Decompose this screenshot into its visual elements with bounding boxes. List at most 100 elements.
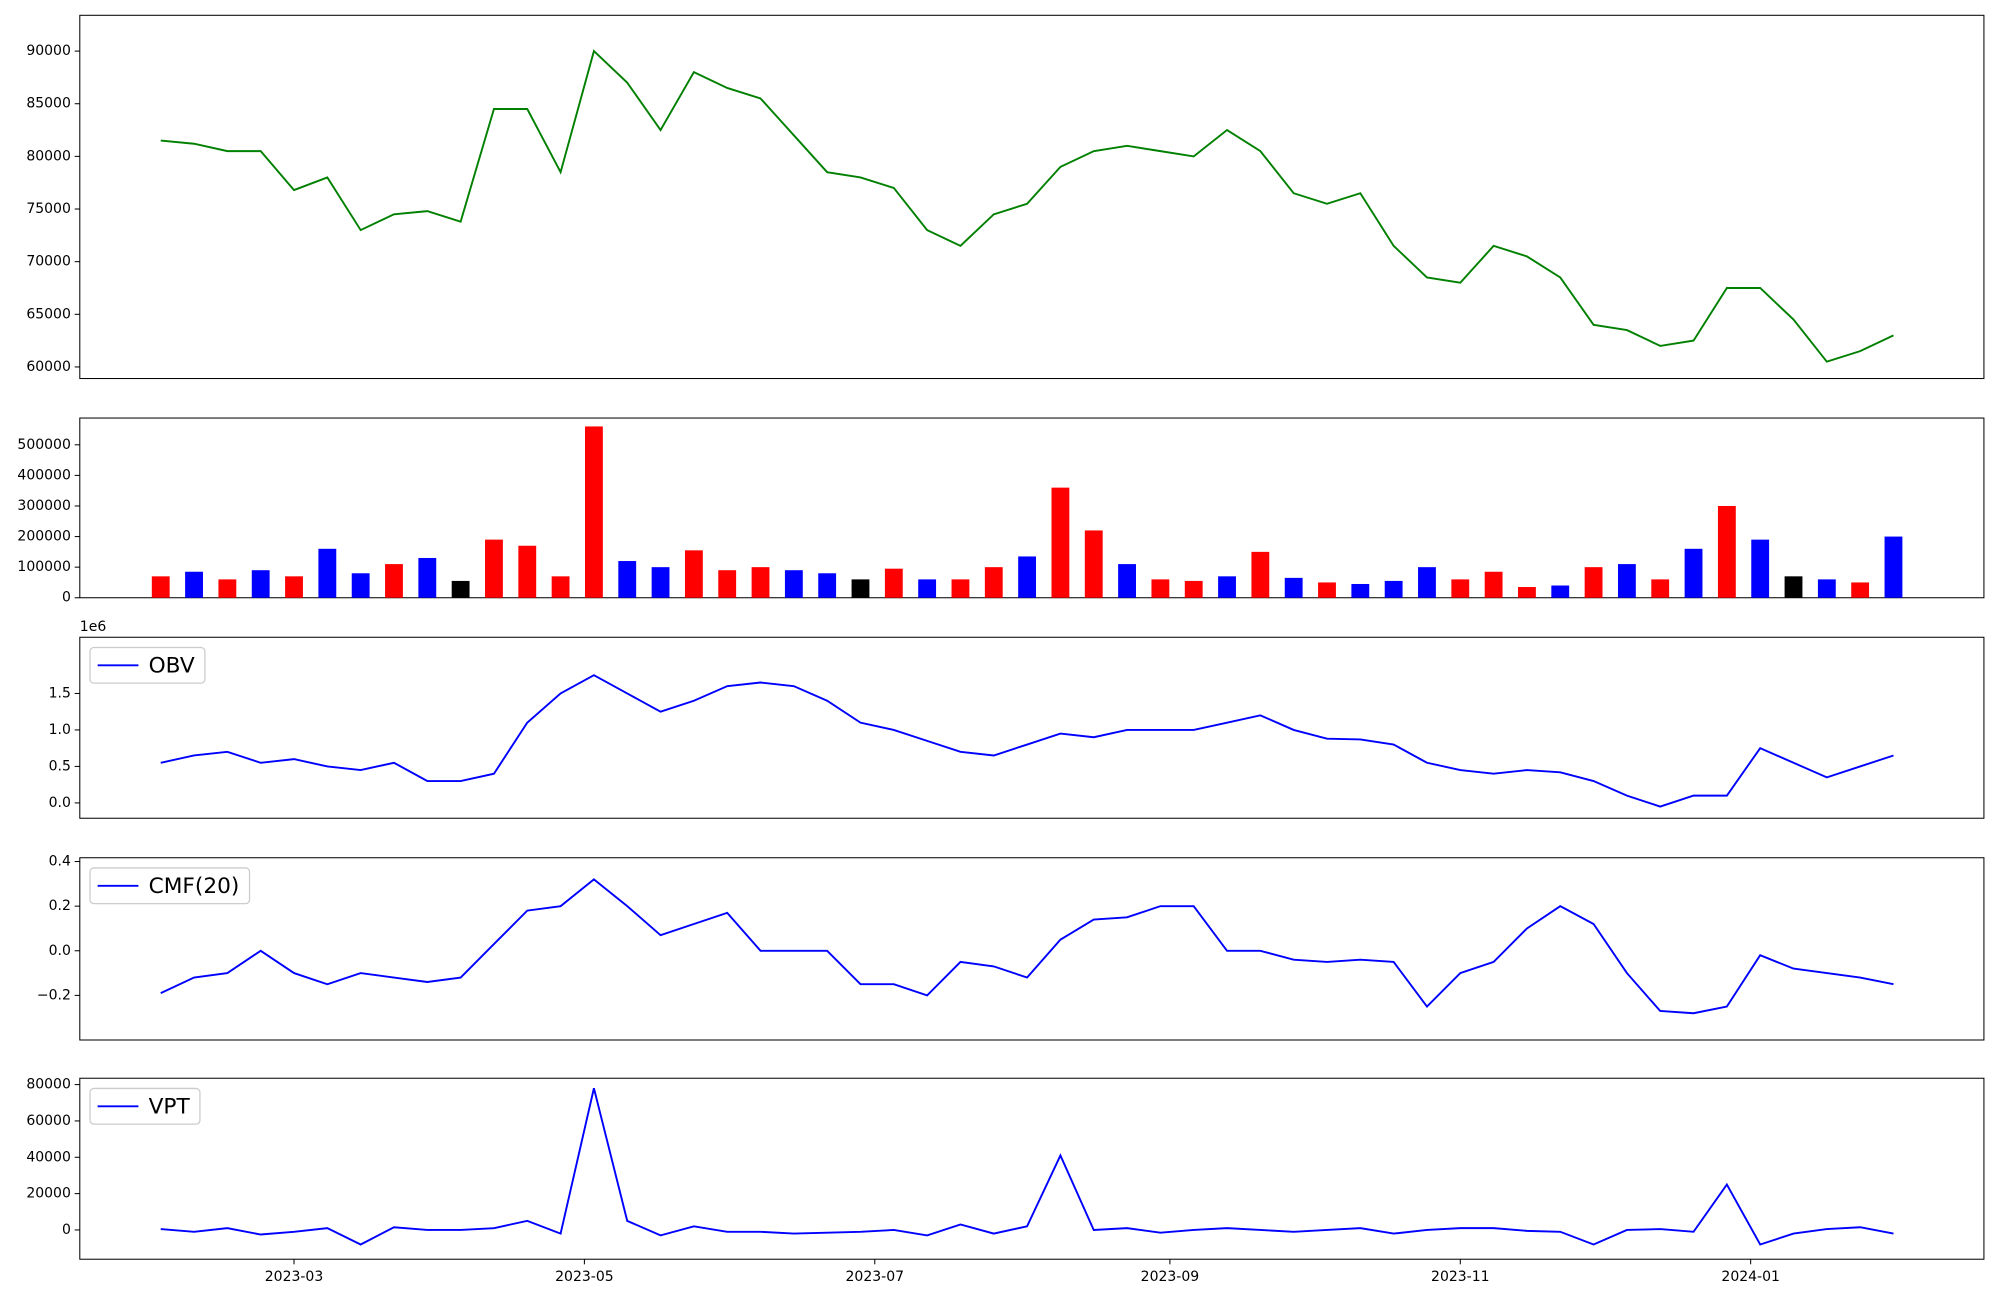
series-line — [160, 674, 1894, 808]
bar — [1084, 530, 1103, 598]
y-tick-label: 80000 — [26, 148, 71, 164]
y-tick-label: 60000 — [26, 1113, 71, 1129]
bar — [884, 568, 903, 598]
bar — [551, 576, 570, 598]
y-tick-label: 0 — [62, 1222, 71, 1238]
bar — [684, 550, 703, 598]
legend-box — [89, 646, 206, 684]
bar — [951, 579, 970, 598]
y-tick-label: 0.0 — [49, 795, 71, 811]
y-tick-label: 500000 — [17, 437, 70, 453]
bar — [318, 548, 337, 598]
bar — [1518, 587, 1536, 598]
bar — [1484, 571, 1503, 598]
bar — [185, 571, 203, 598]
bar — [1851, 582, 1870, 598]
bar — [618, 561, 637, 598]
x-tick-label: 2023-09 — [1141, 1269, 1200, 1285]
legend-box — [89, 1087, 201, 1125]
axes-frame — [79, 636, 1985, 819]
offset-label: 1e6 — [80, 619, 107, 635]
bar — [1551, 585, 1570, 598]
axes-frame — [79, 1077, 1985, 1260]
y-tick-label: 100000 — [17, 559, 70, 575]
bar — [1684, 548, 1703, 598]
x-tick-label: 2023-03 — [265, 1269, 324, 1285]
y-tick-label: 20000 — [26, 1186, 71, 1202]
bar — [1251, 551, 1270, 598]
bar — [751, 567, 770, 598]
bar — [451, 580, 470, 598]
bar — [1651, 579, 1670, 598]
bar — [1384, 580, 1403, 598]
x-tick-label: 2023-07 — [846, 1269, 905, 1285]
bar — [1284, 577, 1303, 598]
y-tick-label: 0.5 — [49, 758, 71, 774]
legend-label: OBV — [149, 654, 195, 679]
y-tick-label: 0 — [62, 590, 71, 606]
bar — [351, 573, 370, 598]
legend-box — [89, 867, 251, 905]
bar — [784, 570, 803, 598]
bar — [1584, 567, 1603, 598]
y-tick-label: 1.5 — [49, 685, 71, 701]
y-tick-label: 40000 — [26, 1149, 71, 1165]
series-line — [160, 49, 1894, 363]
y-tick-label: 200000 — [17, 529, 70, 545]
y-tick-label: 70000 — [26, 254, 71, 270]
x-tick-label: 2024-01 — [1721, 1269, 1780, 1285]
bar — [851, 579, 870, 598]
x-tick-label: 2023-11 — [1431, 1269, 1490, 1285]
bar — [1218, 576, 1236, 598]
bar — [1051, 487, 1070, 598]
bar — [1018, 556, 1037, 598]
bar — [518, 545, 537, 598]
y-tick-label: 80000 — [26, 1077, 71, 1093]
bar — [385, 564, 403, 598]
y-tick-label: 1.0 — [49, 722, 71, 738]
bar — [251, 570, 270, 598]
series-line — [160, 1087, 1894, 1246]
y-tick-label: 65000 — [26, 306, 71, 322]
bar — [1151, 579, 1170, 598]
bar — [718, 570, 737, 598]
y-tick-label: 300000 — [17, 498, 70, 514]
legend-label: VPT — [149, 1095, 191, 1120]
bar — [1351, 583, 1370, 598]
bar — [984, 567, 1003, 598]
bar — [1318, 582, 1336, 598]
y-tick-label: 0.4 — [49, 854, 71, 870]
bar — [1451, 579, 1470, 598]
y-tick-label: 85000 — [26, 96, 71, 112]
bar — [1617, 564, 1636, 598]
y-tick-label: 60000 — [26, 359, 71, 375]
y-tick-label: 90000 — [26, 43, 71, 59]
bar — [1418, 567, 1436, 598]
series-line — [160, 878, 1894, 1015]
bar — [1817, 579, 1836, 598]
legend-label: CMF(20) — [149, 874, 240, 899]
bar — [218, 579, 237, 598]
axes-frame — [79, 857, 1985, 1041]
axes-frame — [79, 14, 1985, 380]
bar — [1118, 564, 1136, 598]
bar — [418, 557, 437, 598]
bar — [151, 576, 170, 598]
y-tick-label: −0.2 — [37, 987, 71, 1003]
bar — [584, 426, 603, 598]
bar — [285, 576, 303, 598]
bar — [651, 567, 670, 598]
y-tick-label: 75000 — [26, 201, 71, 217]
y-tick-label: 0.2 — [49, 898, 71, 914]
bar — [918, 579, 937, 598]
y-tick-label: 400000 — [17, 467, 70, 483]
bar — [1184, 580, 1203, 598]
bar — [1751, 539, 1770, 598]
bar — [485, 539, 503, 598]
bar — [1784, 576, 1803, 598]
y-tick-label: 0.0 — [49, 943, 71, 959]
bar — [818, 573, 837, 598]
bar — [1717, 505, 1736, 598]
x-tick-label: 2023-05 — [555, 1269, 614, 1285]
